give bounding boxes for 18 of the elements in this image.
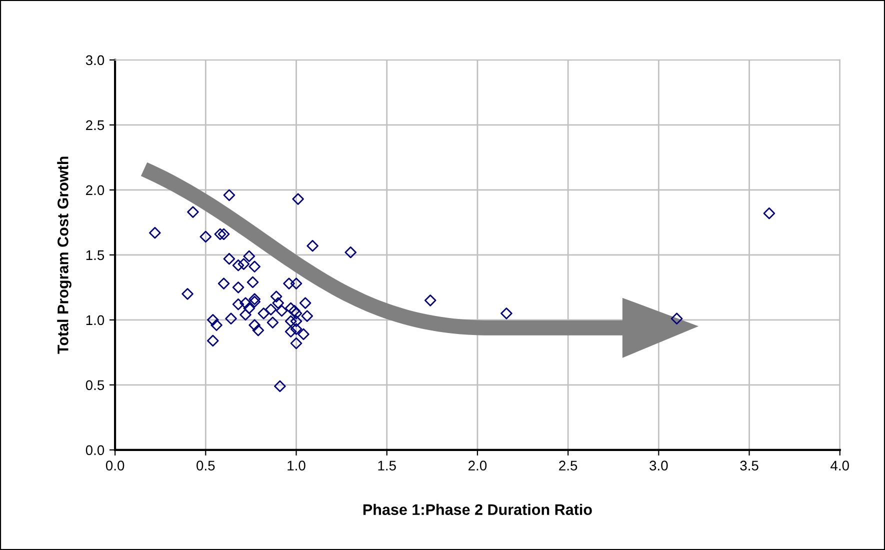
x-tick-label: 0.0 bbox=[106, 460, 124, 471]
y-tick-label: 2.5 bbox=[86, 120, 104, 130]
y-tick-label: 1.0 bbox=[86, 315, 104, 326]
x-tick-label: 1.5 bbox=[378, 460, 396, 471]
x-tick-label: 3.5 bbox=[740, 460, 758, 471]
y-axis-title: Total Program Cost Growth bbox=[57, 156, 72, 354]
x-tick-label: 3.0 bbox=[650, 460, 668, 471]
x-axis-title: Phase 1:Phase 2 Duration Ratio bbox=[363, 504, 592, 516]
y-tick-label: 1.5 bbox=[86, 250, 104, 260]
x-tick-label: 2.0 bbox=[468, 460, 487, 471]
y-tick-label: 0.5 bbox=[86, 380, 104, 390]
x-tick-label: 2.5 bbox=[559, 460, 578, 471]
y-tick-label: 0.0 bbox=[86, 445, 104, 456]
y-tick-label: 2.0 bbox=[86, 185, 104, 196]
y-tick-label: 3.0 bbox=[86, 55, 104, 66]
x-tick-label: 4.0 bbox=[830, 460, 849, 471]
x-tick-label: 0.5 bbox=[196, 460, 215, 471]
x-tick-label: 1.0 bbox=[288, 460, 306, 471]
